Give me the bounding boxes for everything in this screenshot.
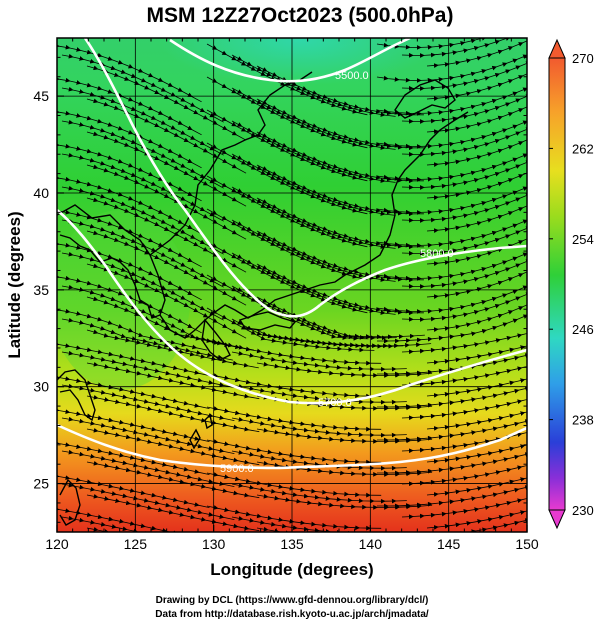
colorbar: 270 262 254 246 238 230 <box>548 38 594 530</box>
plot-area: 5500.0 5800.0 5700.0 5900.0 <box>57 38 527 532</box>
colorbar-ticks: 270 262 254 246 238 230 <box>549 51 594 518</box>
x-tick-label: 120 <box>45 536 69 552</box>
y-tick-label: 45 <box>33 88 49 104</box>
colorbar-tick-label: 270 <box>572 51 594 66</box>
contour-5500 <box>169 38 411 83</box>
colorbar-scale <box>548 57 566 511</box>
contour-5800 <box>57 209 527 405</box>
colorbar-max-triangle <box>548 38 566 59</box>
x-tick-label: 135 <box>280 536 304 552</box>
x-tick-label: 140 <box>359 536 383 552</box>
colorbar-min-triangle <box>548 509 566 530</box>
y-tick-label: 25 <box>33 476 49 492</box>
graticule <box>57 38 527 532</box>
contour-label-5500: 5500.0 <box>335 70 369 82</box>
colorbar-tick-label: 230 <box>572 503 594 518</box>
contour-label-5900: 5900.0 <box>220 463 254 475</box>
x-tick-label: 145 <box>437 536 461 552</box>
y-tick-label: 30 <box>33 379 49 395</box>
streamline <box>383 515 527 532</box>
contour-5600b <box>319 244 527 307</box>
colorbar-tick-label: 254 <box>572 232 594 247</box>
streamline <box>86 526 250 532</box>
colorbar-tick-label: 262 <box>572 141 594 156</box>
contour-label-5700: 5700.0 <box>318 397 352 409</box>
x-axis: 120 125 130 135 140 145 150 <box>45 38 539 552</box>
colorbar-tick-label: 246 <box>572 322 594 337</box>
y-axis: 25 30 35 40 45 <box>33 37 527 523</box>
x-axis-label: Longitude (degrees) <box>210 560 373 579</box>
x-tick-label: 150 <box>515 536 539 552</box>
y-tick-label: 35 <box>33 282 49 298</box>
chart-title: MSM 12Z27Oct2023 (500.0hPa) <box>147 4 454 27</box>
credit-data: Data from http://database.rish.kyoto-u.a… <box>155 609 429 620</box>
streamline <box>61 515 225 532</box>
x-tick-label: 125 <box>124 536 148 552</box>
y-tick-label: 40 <box>33 185 49 201</box>
credit-drawing: Drawing by DCL (https://www.gfd-dennou.o… <box>156 595 429 606</box>
streamlines <box>57 38 527 532</box>
contour-5900 <box>57 423 527 470</box>
contour-label-5800: 5800.0 <box>420 248 454 260</box>
colorbar-tick-label: 238 <box>572 413 594 428</box>
x-tick-label: 130 <box>202 536 226 552</box>
y-axis-label: Latitude (degrees) <box>5 211 24 358</box>
height-contours <box>57 38 527 470</box>
contour-5600a <box>83 38 321 318</box>
